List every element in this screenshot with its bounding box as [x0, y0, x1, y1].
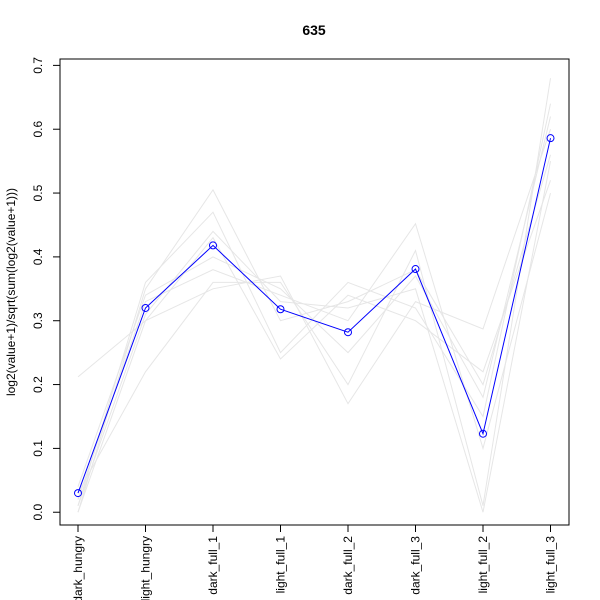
x-tick-label: dark_full_3: [409, 536, 423, 595]
highlight-series-line: [77, 138, 551, 494]
y-tick-label: 0.3: [31, 312, 45, 329]
x-axis: dark_hungry light_hungry dark_full_1 light_…: [71, 525, 558, 600]
y-tick-label: 0.5: [31, 184, 45, 201]
x-tick-label: light_hungry: [139, 536, 153, 600]
background-series-line-2: [77, 154, 551, 513]
x-tick-label: light_full_2: [476, 536, 490, 594]
x-tick-label: light_full_1: [274, 536, 288, 594]
y-axis: 0.0 0.1 0.2 0.3 0.4 0.5 0.6 0.7: [31, 57, 60, 521]
y-tick-label: 0.1: [31, 440, 45, 457]
highlight-point-light_full_3: [546, 134, 555, 143]
highlight-point-dark_full_1: [209, 241, 217, 250]
plot-frame: [59, 58, 570, 526]
x-tick-label: light_full_3: [544, 536, 558, 594]
y-tick-label: 0.0: [31, 504, 45, 521]
background-series-line-4: [77, 192, 551, 500]
y-tick-label: 0.6: [31, 121, 45, 138]
y-tick-label: 0.4: [31, 248, 45, 265]
background-series-line-8: [77, 161, 551, 513]
chart-title: 635: [302, 22, 326, 38]
highlight-point-dark_full_3: [411, 265, 420, 274]
highlight-point-light_full_2: [479, 429, 487, 438]
background-series-line-7: [77, 116, 551, 487]
highlight-point-dark_hungry: [74, 489, 82, 498]
x-tick-label: dark_full_2: [341, 536, 355, 595]
background-series-line-3: [77, 103, 551, 506]
background-series-group: [77, 78, 551, 513]
highlight-point-dark_full_2: [344, 328, 352, 337]
highlight-series-group: [74, 134, 555, 498]
highlight-point-light_full_1: [276, 305, 285, 314]
y-tick-label: 0.2: [31, 376, 45, 393]
x-tick-label: dark_full_1: [206, 536, 220, 595]
background-series-line-6: [77, 180, 551, 513]
y-tick-label: 0.7: [31, 57, 45, 74]
y-axis-label: log2(value+1)/sqrt(sum(log2(value+1))): [4, 188, 18, 396]
x-tick-label: dark_hungry: [71, 536, 85, 600]
background-series-line-1: [77, 129, 551, 405]
highlight-point-light_hungry: [141, 303, 150, 312]
background-series-line-5: [77, 78, 551, 506]
